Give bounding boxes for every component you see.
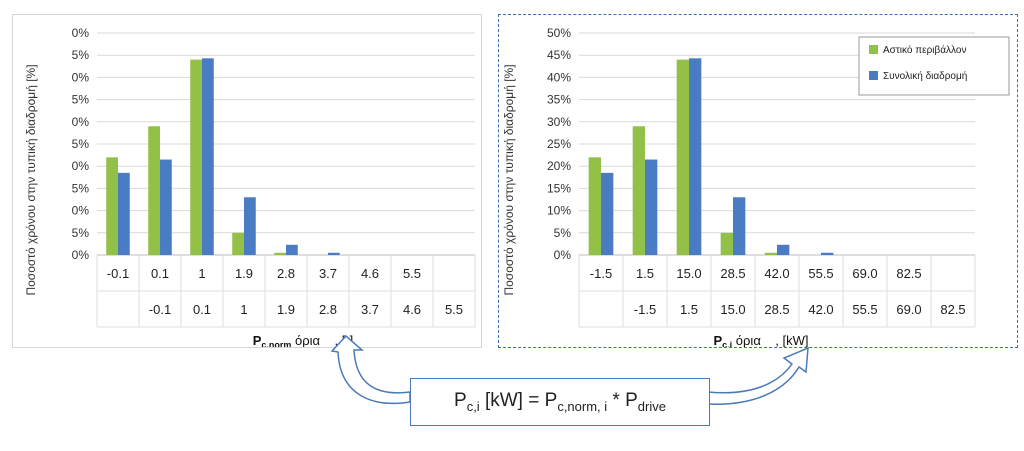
left-xtick-lower: 4.6: [403, 302, 421, 317]
left-xtick-upper: 2.8: [277, 266, 295, 281]
left-xtick-lower: 1: [240, 302, 247, 317]
right-xlabel: Pc,i όρια , [kW]: [714, 333, 809, 347]
left-ytick-label: 5%: [72, 93, 90, 107]
right-xtick-upper: 69.0: [852, 266, 877, 281]
right-xtick-upper: 82.5: [896, 266, 921, 281]
left-ytick-label: 0%: [72, 159, 90, 173]
right-xtick-upper: 15.0: [676, 266, 701, 281]
left-ytick-label: 0%: [72, 204, 90, 218]
left-ytick-label: 0%: [72, 115, 90, 129]
left-bar-urban: [274, 252, 286, 255]
left-bar-combined: [244, 197, 256, 255]
left-bar-combined: [118, 172, 130, 255]
right-bar-combined: [601, 172, 614, 255]
right-chart: 0% 5% 10% 15% 20% 25% 30% 35% 40% 45% 50% -1.5 1.5 15…: [502, 26, 1010, 350]
right-xtick-upper: 1.5: [636, 266, 654, 281]
right-curved-arrow: [707, 346, 809, 405]
right-bar-combined: [821, 252, 834, 255]
right-xtick-upper: 28.5: [720, 266, 745, 281]
left-xtick-upper: -0.1: [107, 266, 129, 281]
right-chart-panel: 0% 5% 10% 15% 20% 25% 30% 35% 40% 45% 50% -1.5 1.5 15…: [498, 14, 1018, 350]
left-xtick-lower: 5.5: [445, 302, 463, 317]
right-bar-urban: [588, 157, 601, 255]
left-xtick-upper: 0.1: [151, 266, 169, 281]
right-ytick-label: 25%: [547, 137, 571, 151]
left-curved-arrow: [330, 334, 411, 405]
right-ytick-label: 40%: [547, 70, 571, 84]
left-ytick-label: 0%: [72, 248, 90, 262]
right-xtick-upper: 55.5: [808, 266, 833, 281]
right-ytick-label: 15%: [547, 181, 571, 195]
left-bar-combined: [328, 252, 340, 255]
left-bar-urban: [190, 59, 202, 255]
right-legend-swatch: [869, 71, 878, 80]
right-legend-label: Συνολική διαδρομή: [883, 70, 967, 82]
right-xtick-lower: 15.0: [720, 302, 745, 317]
right-xtick-upper: -1.5: [590, 266, 612, 281]
right-ytick-label: 30%: [547, 115, 571, 129]
right-bar-combined: [645, 159, 658, 255]
right-ytick-label: 50%: [547, 26, 571, 40]
left-ylabel: Ποσοστό χρόνου στην τυπική διαδρομή [%]: [24, 64, 38, 295]
left-bar-urban: [148, 126, 160, 256]
left-ytick-label: 5%: [72, 181, 90, 195]
right-ytick-label: 0%: [554, 248, 572, 262]
left-bar-combined: [160, 159, 172, 255]
right-bar-combined: [733, 197, 746, 255]
left-ytick-label: 0%: [72, 70, 90, 84]
right-ytick-label: 45%: [547, 48, 571, 62]
right-legend-label: Αστικό περιβάλλον: [883, 44, 966, 56]
right-xtick-lower: 1.5: [680, 302, 698, 317]
right-bar-combined: [689, 58, 702, 255]
right-ytick-label: 20%: [547, 159, 571, 173]
right-xtick-lower: 42.0: [808, 302, 833, 317]
right-xtick-lower: 55.5: [852, 302, 877, 317]
left-ytick-label: 5%: [72, 48, 90, 62]
left-xtick-upper: 3.7: [319, 266, 337, 281]
right-bar-combined: [777, 244, 790, 255]
left-bar-urban: [106, 157, 118, 255]
left-xtick-lower: 2.8: [319, 302, 337, 317]
right-ytick-label: 10%: [547, 204, 571, 218]
right-bar-urban: [632, 126, 645, 256]
left-chart: 0% 5% 0% 5% 0% 5% 0% 5% 0% 5% 0% -0.1 0.1 1 1.9 2.8 3.7 4…: [24, 26, 476, 350]
right-xtick-lower: 69.0: [896, 302, 921, 317]
right-xtick-lower: -1.5: [634, 302, 656, 317]
left-xtick-lower: -0.1: [149, 302, 171, 317]
formula: Pc,i [kW] = Pc,norm, i * Pdrive: [454, 390, 666, 414]
left-ytick-label: 0%: [72, 26, 90, 40]
right-bar-urban: [764, 252, 777, 255]
right-legend-swatch: [869, 45, 878, 54]
right-xtick-lower: 28.5: [764, 302, 789, 317]
left-xtick-lower: 1.9: [277, 302, 295, 317]
left-bar-combined: [286, 244, 298, 255]
left-ytick-label: 5%: [72, 137, 90, 151]
formula-box: Pc,i [kW] = Pc,norm, i * Pdrive: [410, 378, 710, 426]
left-bar-combined: [202, 58, 214, 255]
left-xtick-upper: 1: [198, 266, 205, 281]
right-xtick-upper: 42.0: [764, 266, 789, 281]
right-ytick-label: 5%: [554, 226, 572, 240]
left-chart-panel: 0% 5% 0% 5% 0% 5% 0% 5% 0% 5% 0% -0.1 0.1 1 1.9 2.8 3.7 4…: [12, 14, 482, 350]
right-ytick-label: 35%: [547, 93, 571, 107]
left-ytick-label: 5%: [72, 226, 90, 240]
left-xtick-lower: 3.7: [361, 302, 379, 317]
left-xtick-lower: 0.1: [193, 302, 211, 317]
right-ylabel: Ποσοστό χρόνου στην τυπική διαδρομή [%]: [502, 64, 516, 295]
right-legend-box: [858, 36, 1010, 96]
right-bar-urban: [676, 59, 689, 255]
left-bar-urban: [232, 232, 244, 255]
left-xtick-upper: 1.9: [235, 266, 253, 281]
left-xtick-upper: 4.6: [361, 266, 379, 281]
right-xtick-lower: 82.5: [940, 302, 965, 317]
left-xtick-upper: 5.5: [403, 266, 421, 281]
right-bar-urban: [720, 232, 733, 255]
